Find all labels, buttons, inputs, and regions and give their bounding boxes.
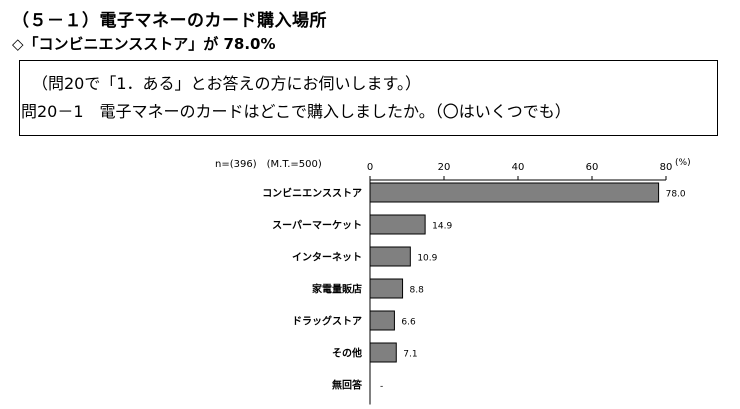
question-text: 問20－1 電子マネーのカードはどこで購入しましたか。（〇はいくつでも） <box>21 102 571 121</box>
bar-value-label: 10.9 <box>417 254 437 264</box>
bar <box>369 182 660 203</box>
question-preface: （問20で「1．ある」とお答えの方にお伺いします。） <box>32 74 421 93</box>
category-label: コンビニエンスストア <box>262 187 362 200</box>
bar-value-label: 7.1 <box>403 350 417 360</box>
category-label: ドラッグストア <box>292 315 362 328</box>
x-tick-label: 0 <box>367 162 373 173</box>
category-label: インターネット <box>292 252 362 264</box>
x-tick-label: 80 <box>660 162 673 173</box>
bar <box>369 246 411 267</box>
bar <box>369 214 426 235</box>
sample-size-label: n=(396) (M.T.=500) <box>215 159 322 170</box>
x-tick-label: 60 <box>586 162 599 173</box>
bar-value-label: 8.8 <box>410 286 425 296</box>
x-tick-label: 40 <box>512 162 525 173</box>
bar-value-label: 6.6 <box>401 318 416 328</box>
bar <box>369 342 397 363</box>
question-box: （問20で「1．ある」とお答えの方にお伺いします。） 問20－1 電子マネーのカ… <box>19 60 718 136</box>
x-tick-label: 20 <box>438 162 451 173</box>
category-label: 無回答 <box>332 379 363 392</box>
bar <box>369 310 395 331</box>
category-label: スーパーマーケット <box>272 220 362 232</box>
category-label: 家電量販店 <box>312 283 362 296</box>
bar-chart: n=(396) (M.T.=500) (%) 0 20 40 60 80 コンビニエンス… <box>215 158 691 405</box>
category-label: その他 <box>332 347 362 360</box>
bar-value-label: 78.0 <box>666 190 686 200</box>
bar <box>369 278 404 299</box>
highlight-text: ◇「コンビニエンスストア」が 78.0% <box>12 35 276 53</box>
unit-label: (%) <box>675 158 691 168</box>
bar-value-label: 14.9 <box>432 222 452 232</box>
section-title: （５－１）電子マネーのカード購入場所 <box>12 11 327 31</box>
bar-value-label: - <box>380 382 383 392</box>
